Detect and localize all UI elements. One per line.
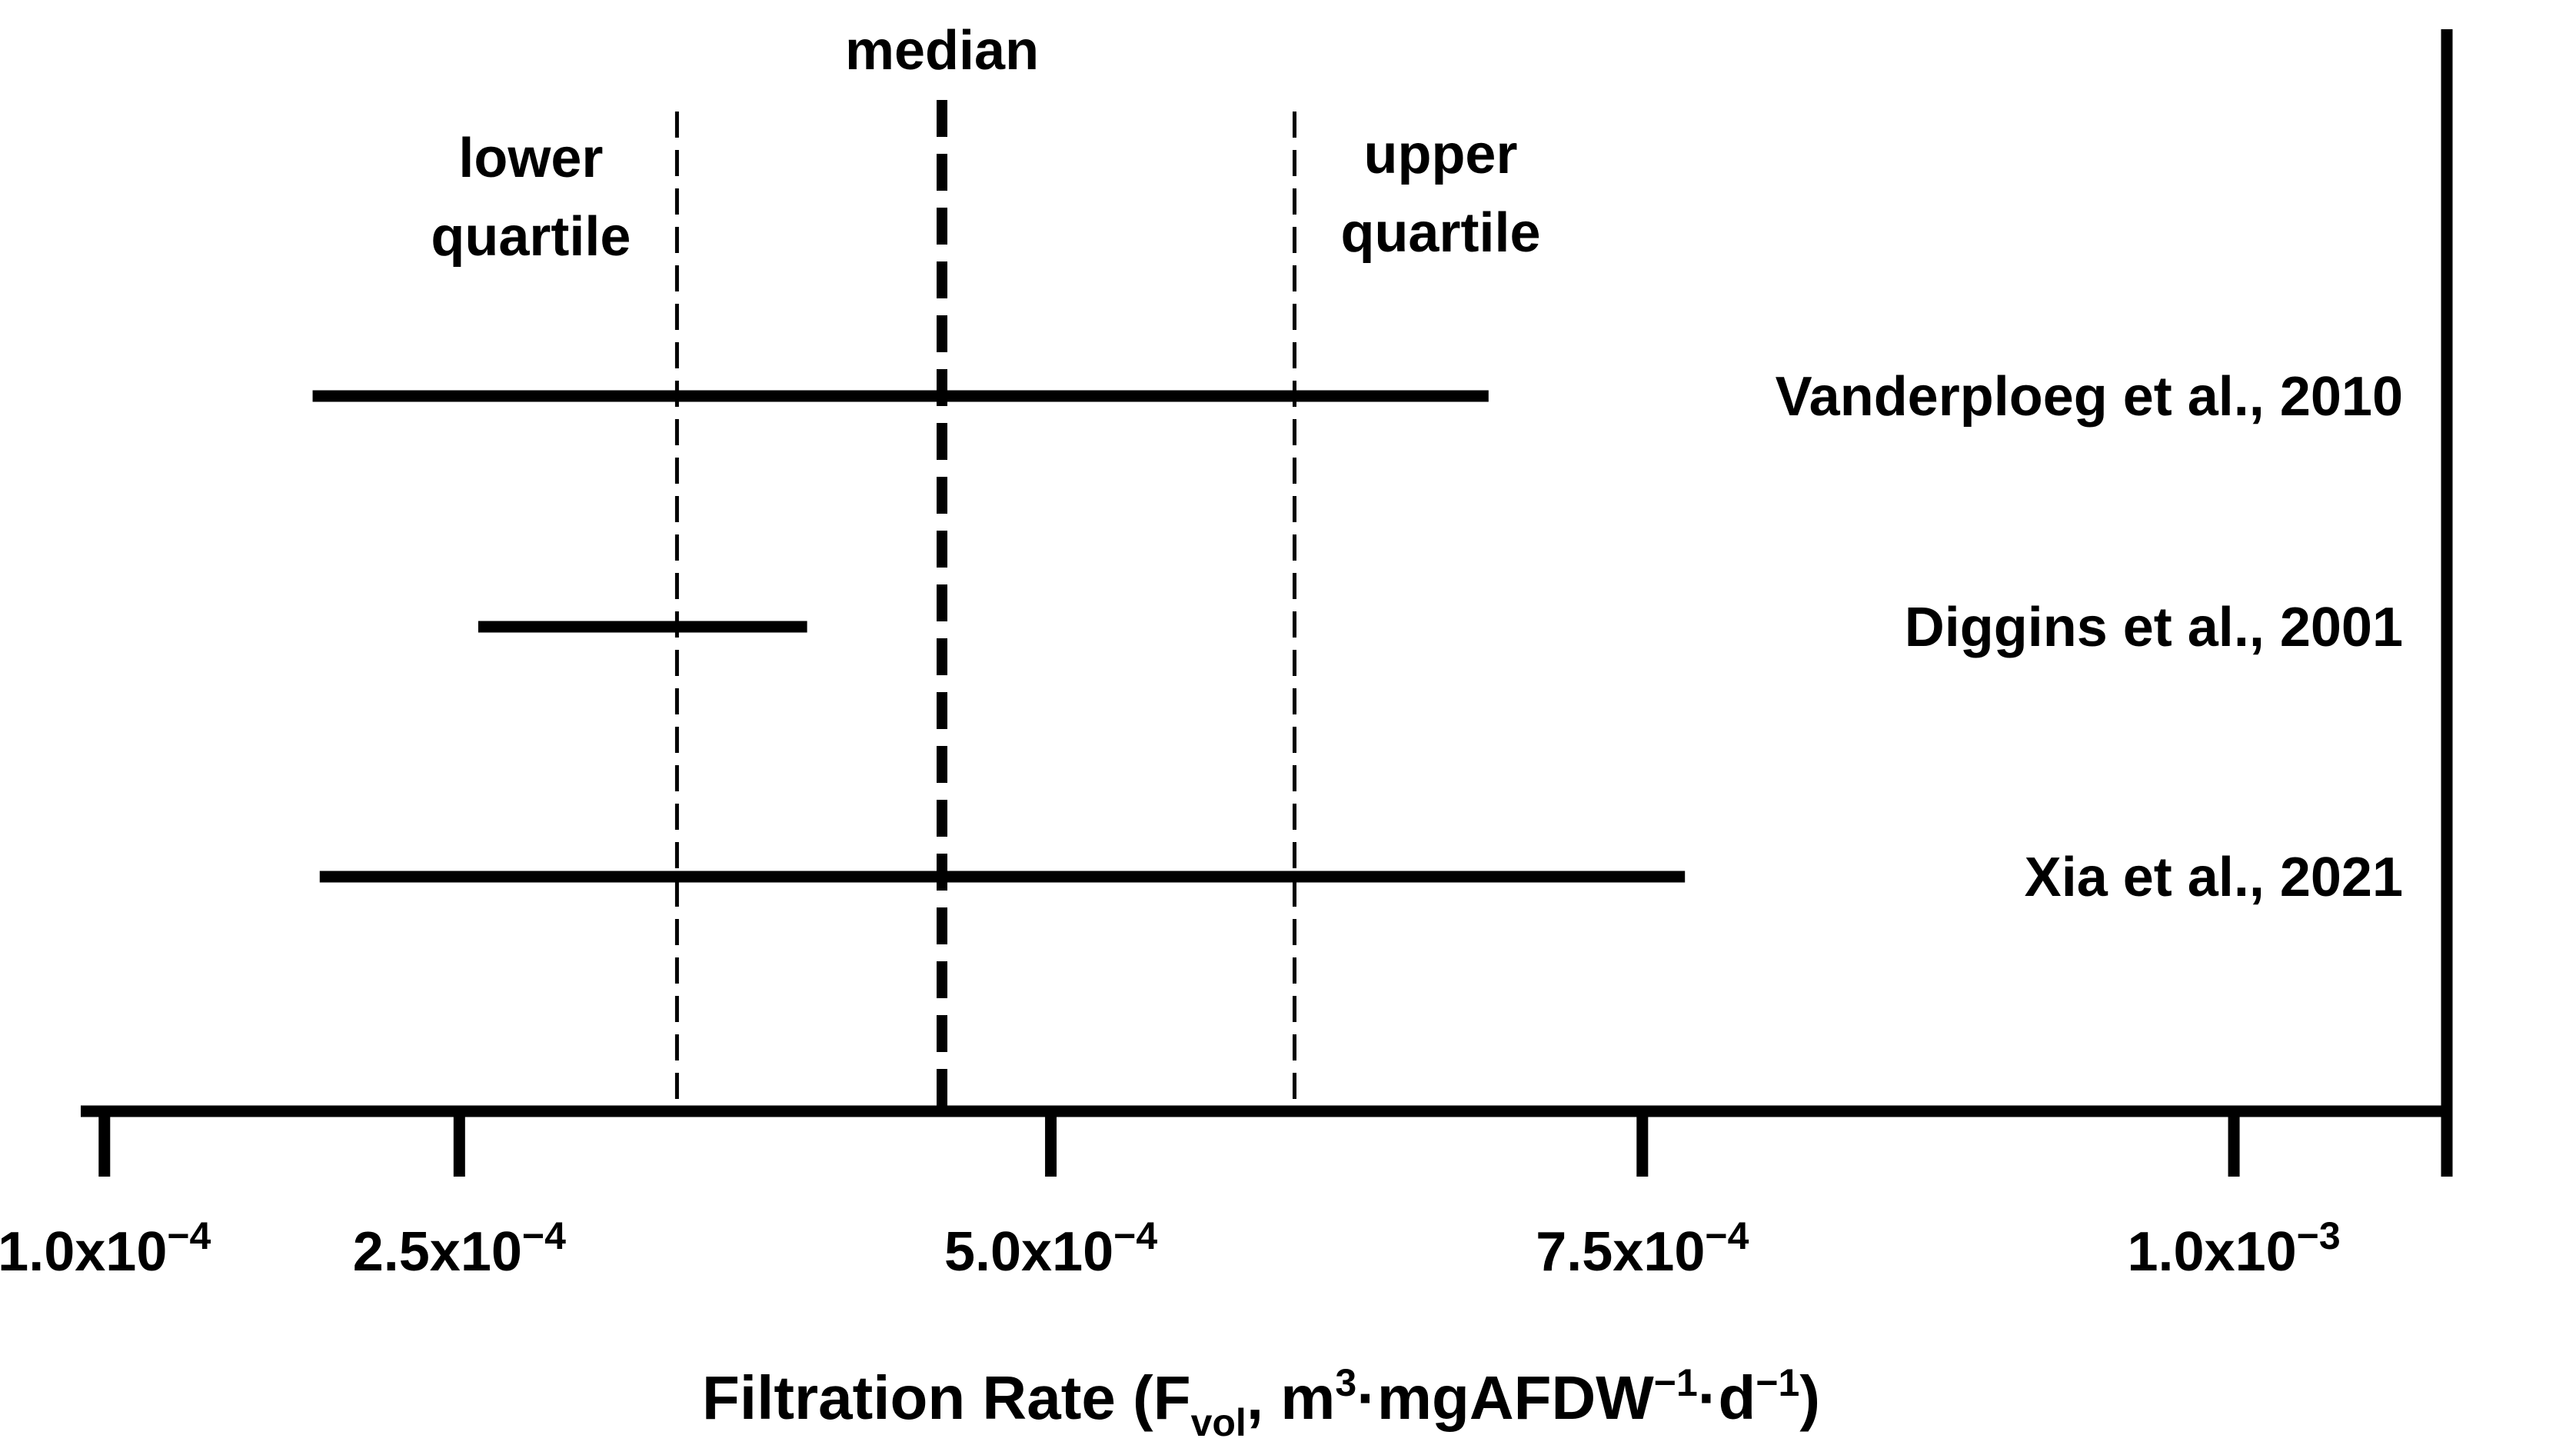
axes <box>81 29 2453 1177</box>
upper-quartile-label-1: quartile <box>1340 202 1540 264</box>
x-axis-title: Filtration Rate (Fvol, m3·mgAFDW−1·d−1) <box>702 1361 1820 1444</box>
x-ticks: 1.0x10−4 2.5x10−4 5.0x10−4 7.5x10−4 1.0x10−3 <box>0 1111 2341 1283</box>
study-label-0: Vanderploeg et al., 2010 <box>1776 366 2403 428</box>
tick-label-4: 1.0x10−3 <box>2127 1214 2340 1283</box>
tick-label-0: 1.0x10−4 <box>0 1214 211 1283</box>
reference-lines: lower quartile median upper quartile <box>431 20 1541 1111</box>
tick-label-2: 5.0x10−4 <box>944 1214 1157 1283</box>
tick-label-1: 2.5x10−4 <box>353 1214 566 1283</box>
upper-quartile-label-0: upper <box>1363 124 1517 185</box>
median-label-0: median <box>845 20 1039 82</box>
lower-quartile-label-0: lower <box>458 128 603 189</box>
study-ranges: Vanderploeg et al., 2010 Diggins et al., … <box>312 366 2403 908</box>
lower-quartile-label-1: quartile <box>431 206 631 268</box>
tick-label-3: 7.5x10−4 <box>1536 1214 1749 1283</box>
study-label-1: Diggins et al., 2001 <box>1905 597 2403 658</box>
study-label-2: Xia et al., 2021 <box>2025 847 2403 908</box>
